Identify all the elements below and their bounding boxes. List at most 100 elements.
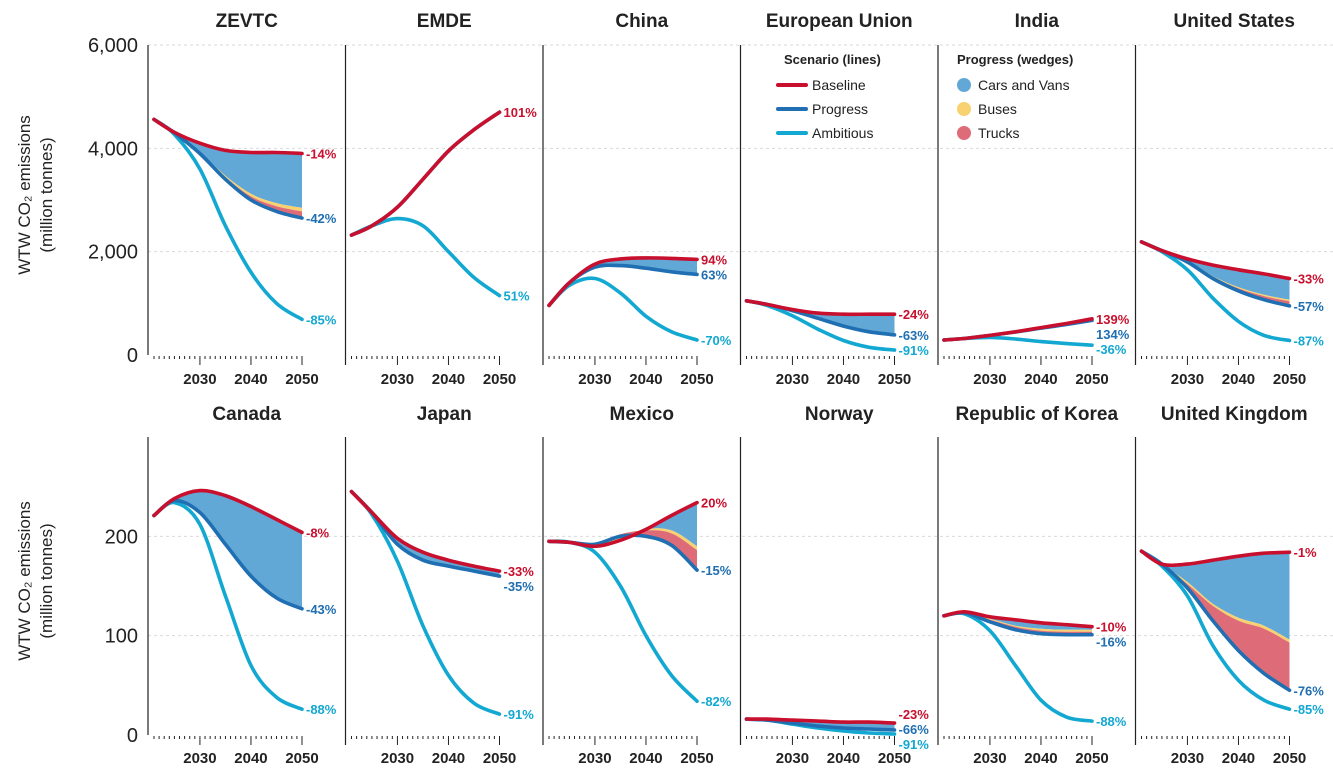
- x-tick-label: 2040: [1024, 371, 1057, 388]
- x-tick-label: 2040: [827, 750, 860, 767]
- x-tick-label: 2030: [1171, 371, 1204, 388]
- panel-title: ZEVTC: [216, 11, 279, 32]
- end-label-ambitious: -88%: [1096, 714, 1127, 729]
- x-tick-label: 2030: [973, 371, 1006, 388]
- end-label-baseline: 94%: [701, 252, 727, 267]
- y-tick-label: 4,000: [88, 138, 138, 160]
- line-ambitious: [547, 539, 699, 703]
- end-label-baseline: -8%: [306, 525, 330, 540]
- panel-title: Norway: [805, 404, 874, 425]
- end-label-ambitious: -85%: [306, 312, 337, 327]
- legend-label-cars-and-vans: Cars and Vans: [978, 77, 1070, 93]
- x-tick-label: 2030: [381, 750, 414, 767]
- wedge-buses: [944, 612, 1092, 632]
- panel-japan: Japan 2030 2040 2050 -33%-35% -91%: [349, 404, 535, 767]
- line-ambitious: [349, 216, 502, 298]
- end-label-ambitious: -87%: [1294, 334, 1325, 349]
- end-label-progress: -15%: [701, 563, 732, 578]
- end-label-progress: -42%: [306, 211, 337, 226]
- line-baseline: [744, 717, 897, 725]
- end-label-ambitious: 51%: [504, 289, 530, 304]
- x-tick-label: 2040: [1222, 750, 1255, 767]
- end-label-baseline: 101%: [504, 105, 538, 120]
- x-tick-label: 2040: [234, 371, 267, 388]
- panel-title: European Union: [766, 11, 913, 32]
- x-tick-label: 2050: [1075, 371, 1108, 388]
- legend-dot-cars-and-vans: [957, 78, 971, 92]
- line-baseline: [1139, 240, 1292, 281]
- x-tick-label: 2050: [483, 371, 516, 388]
- x-tick-label: 2040: [432, 371, 465, 388]
- line-ambitious: [152, 500, 304, 711]
- legend-label-ambitious: Ambitious: [812, 125, 873, 141]
- panel-norway: Norway 2030 2040 2050 -23%-66%-91%: [744, 404, 930, 767]
- legend-label-progress: Progress: [812, 101, 868, 117]
- wedge-cars-and-vans: [549, 502, 697, 547]
- panel-title: EMDE: [417, 11, 472, 32]
- legend-dot-buses: [957, 102, 971, 116]
- legend-scenario-title: Scenario (lines): [784, 52, 881, 67]
- legend: Scenario (lines) Baseline Progress Ambitiou…: [776, 52, 1073, 141]
- end-label-baseline: -33%: [1294, 272, 1325, 287]
- x-axis: 2030 2040 2050: [1141, 356, 1306, 388]
- legend-label-baseline: Baseline: [812, 77, 866, 93]
- end-label-progress: -76%: [1294, 683, 1325, 698]
- line-progress: [349, 110, 502, 237]
- panel-title: Republic of Korea: [955, 404, 1118, 425]
- wedge-cars-and-vans: [1141, 551, 1290, 640]
- x-axis: 2030 2040 2050: [1141, 736, 1306, 767]
- wedges: [351, 491, 500, 577]
- wedge-buses: [351, 491, 500, 577]
- end-label-ambitious: -91%: [899, 737, 930, 752]
- panel-title: United Kingdom: [1161, 404, 1308, 425]
- end-label-ambitious: -88%: [306, 702, 337, 717]
- line-progress: [349, 489, 502, 578]
- end-label-baseline: -23%: [899, 707, 930, 722]
- wedge-trucks: [351, 112, 500, 236]
- end-label-progress: -16%: [1096, 635, 1127, 650]
- row-1-axes: 0 100 200 WTW CO₂ emissions (million tonnes): [15, 437, 1333, 747]
- panel-european-union: European Union 2030 2040 2050 -24% -63%-91%: [744, 11, 930, 388]
- wedge-trucks: [1141, 551, 1290, 691]
- legend-label-trucks: Trucks: [978, 125, 1019, 141]
- panel-title: Mexico: [610, 404, 674, 425]
- end-label-ambitious: -82%: [701, 694, 732, 709]
- wedges: [1141, 551, 1290, 691]
- panel-emde: EMDE 2030 2040 2050 101% 51%: [349, 11, 538, 388]
- end-label-progress: -35%: [504, 579, 535, 594]
- x-tick-label: 2040: [827, 371, 860, 388]
- x-axis: 2030 2040 2050: [153, 356, 319, 388]
- x-tick-label: 2040: [629, 371, 662, 388]
- x-tick-label: 2040: [432, 750, 465, 767]
- x-tick-label: 2050: [1273, 750, 1306, 767]
- line-baseline: [942, 609, 1094, 629]
- end-label-ambitious: -91%: [899, 343, 930, 358]
- end-label-progress: -63%: [899, 328, 930, 343]
- x-axis: 2030 2040 2050: [153, 736, 319, 767]
- panel-china: China 2030 2040 2050 94%63% -70%: [547, 11, 732, 388]
- end-label-baseline: 139%: [1096, 312, 1130, 327]
- y-tick-label: 200: [105, 526, 138, 548]
- line-baseline: [547, 256, 699, 308]
- end-label-progress: -57%: [1294, 299, 1325, 314]
- x-tick-label: 2050: [285, 750, 318, 767]
- wedge-cars-and-vans: [351, 112, 500, 236]
- end-label-baseline: 20%: [701, 496, 727, 511]
- end-label-progress: 134%: [1096, 327, 1130, 342]
- x-tick-label: 2050: [878, 750, 911, 767]
- panel-title: Canada: [212, 404, 281, 425]
- x-tick-label: 2040: [234, 750, 267, 767]
- wedge-trucks: [351, 491, 500, 577]
- line-baseline: [152, 488, 304, 535]
- y-tick-label: 2,000: [88, 242, 138, 264]
- line-baseline: [1139, 549, 1292, 568]
- panel-title: Japan: [417, 404, 472, 425]
- x-tick-label: 2030: [381, 371, 414, 388]
- x-tick-label: 2050: [483, 750, 516, 767]
- end-label-progress: -66%: [899, 722, 930, 737]
- line-baseline: [547, 500, 699, 549]
- line-ambitious: [349, 489, 502, 716]
- panel-united-states: United States 2030 2040 2050 -33% -57% -87%: [1139, 11, 1325, 388]
- panel-zevtc: ZEVTC 2030 2040 2050 -14% -42% -85%: [152, 11, 337, 388]
